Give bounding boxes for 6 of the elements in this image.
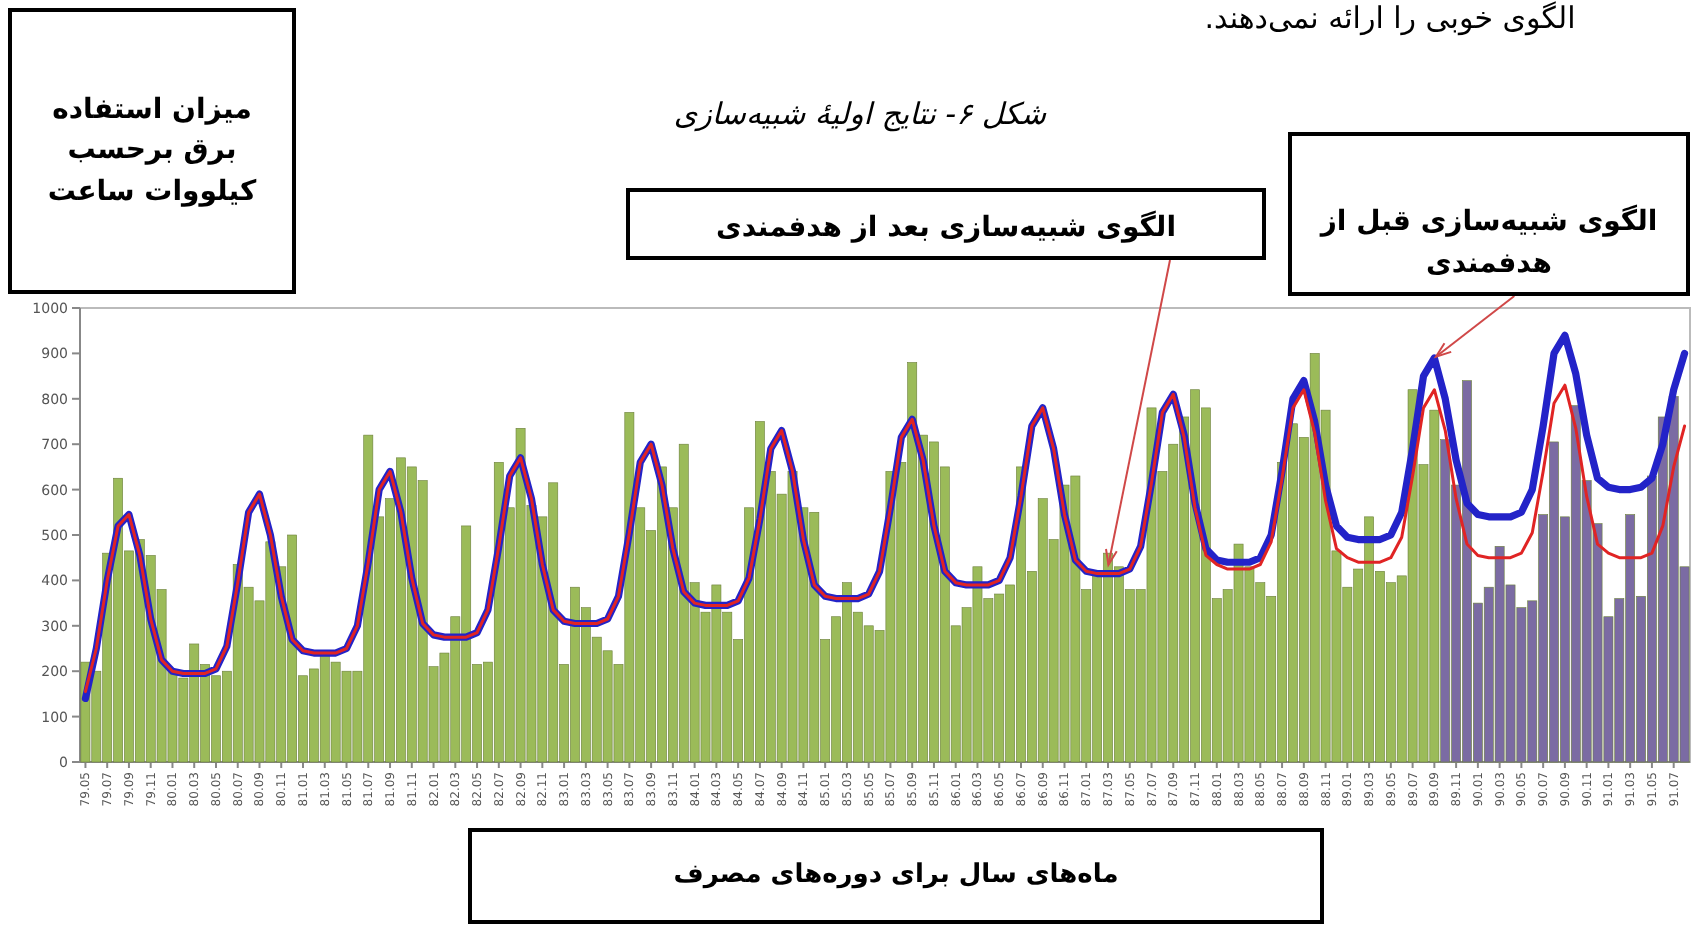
annotation: الگوی شبیه‌سازی قبل از هدفمندی [1288,132,1690,296]
y-axis-title: میزان استفاده برق برحسب کیلووات ساعت [8,8,296,294]
x-axis-title: ماه‌های سال برای دوره‌های مصرف [468,828,1324,924]
annotation: الگوی شبیه‌سازی بعد از هدفمندی [626,188,1266,260]
chart-title: شکل ۶- نتایج اولیهٔ شبیه‌سازی [671,96,1049,132]
text: الگوی خوبی را ارائه نمی‌دهند. [1202,0,1578,36]
